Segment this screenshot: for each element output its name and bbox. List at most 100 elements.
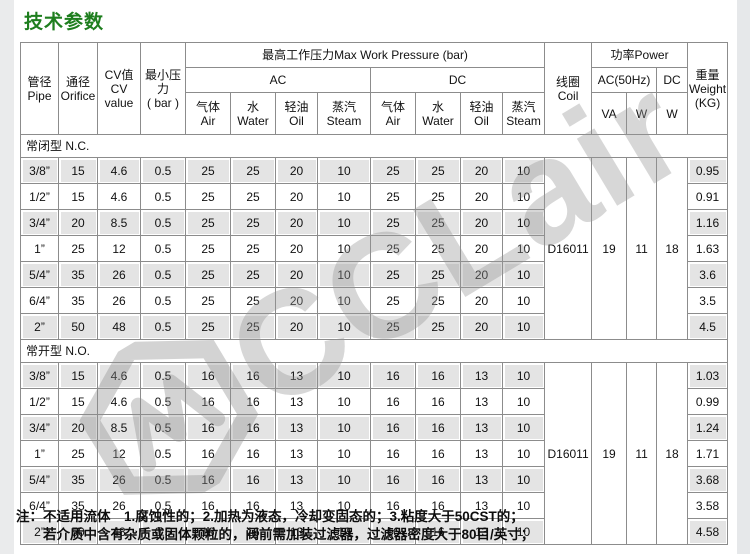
ac-oil-cell: 20: [275, 209, 318, 236]
orifice-cell: 35: [58, 261, 98, 288]
dc-steam-cell: 10: [501, 157, 546, 184]
min-pressure-cell: 0.5: [140, 235, 186, 262]
table-row: 2” 50 48 0.5 25 25 20 10 25 25 20 10 4.5: [20, 313, 729, 340]
right-margin-strip: [737, 0, 750, 554]
weight-cell: 3.58: [687, 492, 729, 519]
dc-air-cell: 25: [370, 235, 416, 262]
pipe-cell: 6/4”: [20, 492, 59, 519]
weight-cell: 3.68: [687, 466, 729, 493]
col-header-ac50hz: AC(50Hz): [591, 67, 658, 93]
ac-steam-cell: 10: [317, 235, 371, 262]
cv-cell: 12: [97, 440, 141, 467]
weight-cell: 1.24: [687, 414, 729, 441]
ac-water-cell: 16: [230, 518, 276, 545]
ac-air-cell: 25: [185, 209, 231, 236]
orifice-cell: 35: [58, 466, 98, 493]
ac-air-cell: 25: [185, 183, 231, 210]
dc-oil-cell: 13: [460, 440, 503, 467]
ac-air-cell: 16: [185, 414, 231, 441]
dc-water-cell: 25: [415, 287, 461, 314]
min-pressure-cell: 0.5: [140, 183, 186, 210]
ac-steam-cell: 10: [317, 388, 371, 415]
min-pressure-cell: 0.5: [140, 492, 186, 519]
footnote: 注：不适用流体 1.腐蚀性的；2.加热为液态，冷却变固态的；3.粘度大于50CS…: [16, 508, 534, 544]
ac-air-cell: 25: [185, 261, 231, 288]
ac-water-cell: 25: [230, 209, 276, 236]
weight-cell: 1.63: [687, 235, 729, 262]
table-row: 3/8” 15 4.6 0.5 16 16 13 10 16 16 13 10 …: [20, 362, 729, 545]
ac-air-cell: 16: [185, 518, 231, 545]
dc-water-cell: 25: [415, 235, 461, 262]
col-header-min-pressure: 最小压力( bar ): [140, 42, 186, 135]
pipe-cell: 5/4”: [20, 466, 59, 493]
ac-oil-cell: 20: [275, 235, 318, 262]
power-w-dc-cell: 18: [656, 362, 689, 545]
ac-oil-cell: 13: [275, 466, 318, 493]
col-header-max-pressure: 最高工作压力Max Work Pressure (bar): [184, 42, 546, 68]
dc-oil-cell: 20: [460, 209, 503, 236]
col-header-ac-air: 气体 Air: [185, 92, 231, 135]
cv-cell: 4.6: [97, 183, 141, 210]
ac-oil-cell: 20: [275, 183, 318, 210]
dc-steam-cell: 10: [501, 209, 546, 236]
table-row: 1” 25 12 0.5 25 25 20 10 25 25 20 10 1.6…: [20, 235, 729, 262]
cv-cell: 26: [97, 492, 141, 519]
dc-water-cell: 16: [415, 388, 461, 415]
ac-water-cell: 25: [230, 235, 276, 262]
ac-water-cell: 16: [230, 414, 276, 441]
ac-steam-cell: 10: [317, 518, 371, 545]
ac-water-cell: 16: [230, 440, 276, 467]
ac-steam-cell: 10: [317, 466, 371, 493]
ac-air-cell: 25: [185, 313, 231, 340]
page-title: 技术参数: [24, 12, 105, 33]
pipe-cell: 6/4”: [20, 287, 59, 314]
col-header-dc-steam: 蒸汽 Steam: [501, 92, 546, 135]
dc-steam-cell: 10: [501, 492, 546, 519]
dc-oil-cell: 20: [460, 261, 503, 288]
ac-water-cell: 16: [230, 492, 276, 519]
ac-water-cell: 16: [230, 388, 276, 415]
cv-cell: 48: [97, 518, 141, 545]
pipe-cell: 1”: [20, 440, 59, 467]
cv-cell: 26: [97, 466, 141, 493]
dc-oil-cell: 13: [460, 492, 503, 519]
ac-air-cell: 16: [185, 388, 231, 415]
dc-air-cell: 16: [370, 388, 416, 415]
dc-steam-cell: 10: [501, 362, 546, 389]
pipe-cell: 3/8”: [20, 157, 59, 184]
cv-cell: 4.6: [97, 362, 141, 389]
pipe-cell: 1/2”: [20, 183, 59, 210]
left-margin-strip: [0, 0, 14, 554]
dc-air-cell: 16: [370, 466, 416, 493]
orifice-cell: 15: [58, 388, 98, 415]
pipe-cell: 5/4”: [20, 261, 59, 288]
dc-oil-cell: 13: [460, 388, 503, 415]
min-pressure-cell: 0.5: [140, 518, 186, 545]
dc-oil-cell: 20: [460, 157, 503, 184]
min-pressure-cell: 0.5: [140, 466, 186, 493]
dc-steam-cell: 10: [501, 388, 546, 415]
orifice-cell: 50: [58, 518, 98, 545]
col-header-pipe: 管径 Pipe: [20, 42, 59, 135]
header-row-1: 管径 Pipe 通径 Orifice CV值 CV value 最小压力( bar ) …: [20, 42, 729, 135]
dc-air-cell: 16: [370, 440, 416, 467]
dc-water-cell: 16: [415, 466, 461, 493]
section-label-nc: 常闭型 N.C.: [19, 134, 729, 158]
pipe-cell: 3/4”: [20, 414, 59, 441]
col-header-dc-air: 气体 Air: [370, 92, 416, 135]
min-pressure-cell: 0.5: [140, 157, 186, 184]
ac-steam-cell: 10: [317, 414, 371, 441]
pipe-cell: 1”: [20, 235, 59, 262]
ac-air-cell: 25: [185, 157, 231, 184]
col-header-ac-group: AC: [185, 67, 371, 93]
header-row-3: 气体 Air 水 Water 轻油 Oil 蒸汽 Steam 气体 Air 水 Water …: [21, 92, 728, 135]
ac-steam-cell: 10: [317, 313, 371, 340]
dc-water-cell: 25: [415, 209, 461, 236]
dc-water-cell: 25: [415, 261, 461, 288]
cv-cell: 48: [97, 313, 141, 340]
col-header-w-dc: W: [656, 92, 689, 135]
orifice-cell: 35: [58, 492, 98, 519]
dc-air-cell: 25: [370, 209, 416, 236]
dc-air-cell: 16: [370, 518, 416, 545]
ac-oil-cell: 20: [275, 261, 318, 288]
